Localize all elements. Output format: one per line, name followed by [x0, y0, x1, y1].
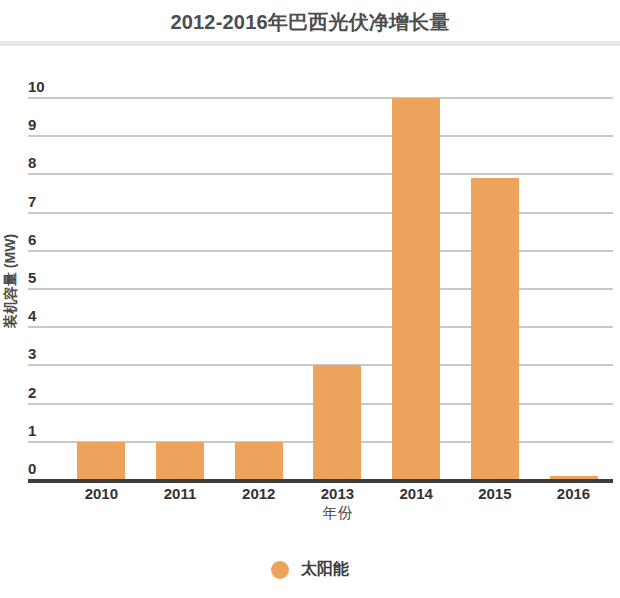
- y-tick-label: 8: [28, 154, 68, 172]
- y-tick-label: 6: [28, 231, 68, 249]
- y-tick-label: 1: [28, 422, 68, 440]
- y-tick-label: 4: [28, 307, 68, 325]
- bar-2012[interactable]: [235, 442, 283, 480]
- y-gridline: [28, 173, 613, 175]
- x-tick-label: 2010: [62, 485, 141, 503]
- x-axis-line: [28, 479, 613, 483]
- x-tick-label: 2016: [534, 485, 613, 503]
- y-gridline: [28, 212, 613, 214]
- x-tick-label: 2015: [456, 485, 535, 503]
- y-tick-label: 3: [28, 345, 68, 363]
- x-tick-label: 2014: [377, 485, 456, 503]
- x-tick-label: 2011: [141, 485, 220, 503]
- y-tick-label: 10: [28, 78, 68, 96]
- bar-2013[interactable]: [313, 365, 361, 480]
- bar-2010[interactable]: [77, 442, 125, 480]
- plot-area: 装机容量 (MW) 年份 012345678910201020112012201…: [0, 0, 620, 598]
- bar-2015[interactable]: [471, 178, 519, 480]
- y-gridline: [28, 326, 613, 328]
- legend-item-solar[interactable]: 太阳能: [0, 559, 620, 580]
- y-tick-label: 5: [28, 269, 68, 287]
- y-tick-label: 9: [28, 116, 68, 134]
- legend-marker-circle: [271, 561, 289, 579]
- y-gridline: [28, 135, 613, 137]
- y-gridline: [28, 288, 613, 290]
- y-tick-label: 7: [28, 193, 68, 211]
- bar-2014[interactable]: [392, 98, 440, 480]
- y-gridline: [28, 97, 613, 99]
- y-tick-label: 2: [28, 384, 68, 402]
- y-tick-label: 0: [28, 460, 68, 478]
- x-tick-label: 2013: [298, 485, 377, 503]
- legend-label: 太阳能: [301, 559, 349, 580]
- chart-page: 2012-2016年巴西光伏净增长量 装机容量 (MW) 年份 01234567…: [0, 0, 620, 598]
- y-gridline: [28, 250, 613, 252]
- x-axis-title: 年份: [62, 504, 613, 523]
- bar-2011[interactable]: [156, 442, 204, 480]
- x-tick-label: 2012: [219, 485, 298, 503]
- y-axis-title: 装机容量 (MW): [2, 234, 20, 328]
